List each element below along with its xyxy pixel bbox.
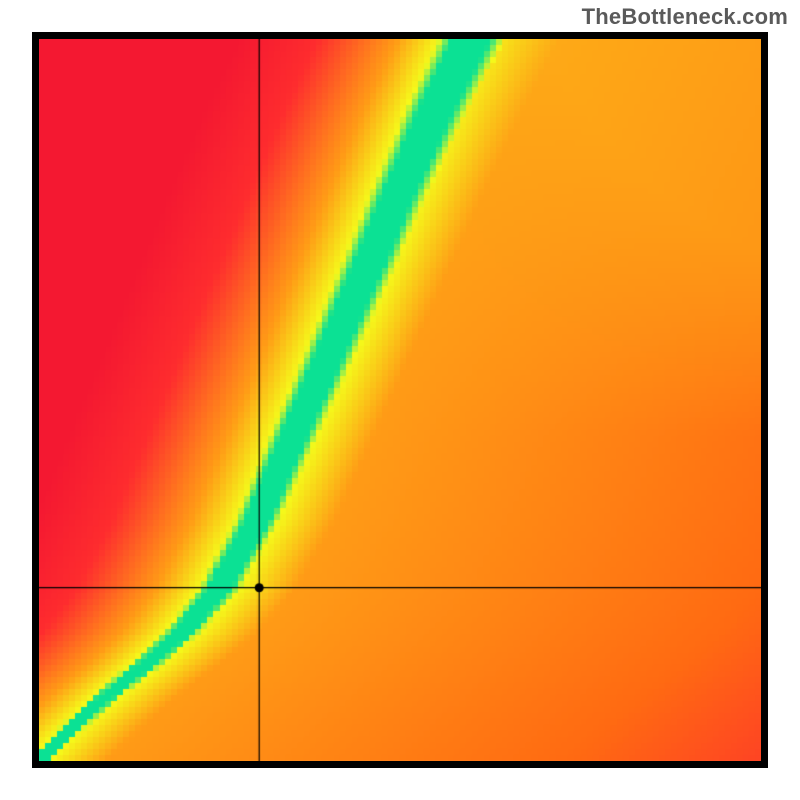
heatmap-frame xyxy=(32,32,768,768)
attribution-text: TheBottleneck.com xyxy=(582,4,788,30)
bottleneck-heatmap xyxy=(39,39,761,761)
